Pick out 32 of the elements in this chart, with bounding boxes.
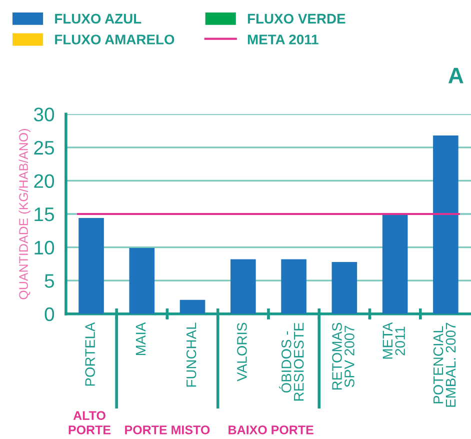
x-tick-label: RETOMAS SPV 2007: [332, 322, 354, 390]
bar: [281, 259, 306, 314]
y-tick-label: 10: [34, 240, 54, 255]
bar: [230, 259, 256, 314]
y-tick-label: 15: [34, 208, 54, 222]
y-tick-label: 0: [44, 307, 54, 322]
text: ALTO PORTE: [68, 411, 111, 434]
legend-label: META 2011: [248, 34, 318, 44]
bar: [129, 248, 155, 314]
x-tick-label: META 2011: [382, 322, 405, 359]
legend-label: FLUXO AMARELO: [55, 34, 174, 44]
x-tick-label: VALORIS: [237, 322, 247, 382]
bar: [332, 262, 358, 314]
y-tick-label: 25: [34, 140, 54, 155]
bar: [180, 300, 206, 314]
x-tick-label: ÓBIDOS - RESIOESTE: [279, 322, 304, 401]
text: A: [448, 68, 464, 84]
bar: [78, 218, 104, 314]
x-tick-label: POTENCIAL EMBAL. 2007: [433, 322, 456, 407]
y-axis-title: QUANTIDADE (KG/HAB/ANO): [18, 129, 30, 300]
y-tick-label: 20: [34, 174, 54, 188]
bar: [382, 214, 408, 314]
legend-label: FLUXO VERDE: [248, 14, 346, 24]
text: PORTE MISTO: [125, 425, 210, 434]
bar: [433, 135, 458, 314]
text: BAIXO PORTE: [228, 425, 314, 434]
y-tick-label: 30: [34, 108, 54, 122]
x-tick-label: FUNCHAL: [186, 322, 196, 387]
x-tick-label: MAIA: [136, 322, 146, 356]
x-tick-label: PORTELA: [85, 322, 95, 386]
y-tick-label: 5: [44, 274, 54, 288]
legend-label: FLUXO AZUL: [55, 14, 142, 24]
